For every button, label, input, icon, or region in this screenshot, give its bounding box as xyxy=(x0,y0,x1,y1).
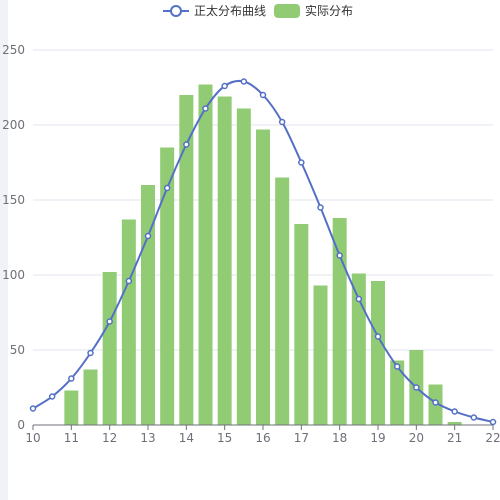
bar[interactable] xyxy=(83,369,98,426)
curve-point[interactable] xyxy=(298,159,305,166)
curve-point[interactable] xyxy=(336,252,343,259)
bar[interactable] xyxy=(371,281,385,425)
x-tick-label: 13 xyxy=(140,431,155,445)
bar[interactable] xyxy=(64,390,79,426)
curve-point[interactable] xyxy=(221,82,228,90)
curve-point[interactable] xyxy=(355,295,363,303)
y-tick-label: 0 xyxy=(17,418,25,432)
x-tick-label: 16 xyxy=(255,431,270,445)
curve-point[interactable] xyxy=(413,384,420,391)
bar[interactable] xyxy=(198,84,213,426)
y-tick-label: 150 xyxy=(2,193,25,207)
curve-point[interactable] xyxy=(240,78,248,85)
y-tick-label: 100 xyxy=(2,268,25,282)
curve-point[interactable] xyxy=(259,91,267,99)
y-tick-label: 50 xyxy=(10,343,25,357)
curve-point[interactable] xyxy=(202,105,209,112)
bar[interactable] xyxy=(256,129,270,426)
line-series xyxy=(29,78,497,426)
x-tick-label: 19 xyxy=(370,431,385,445)
curve-point[interactable] xyxy=(106,318,113,325)
curve-point[interactable] xyxy=(144,232,152,240)
legend-bar-label: 实际分布 xyxy=(305,3,353,18)
bar[interactable] xyxy=(332,218,347,425)
bar[interactable] xyxy=(390,360,405,426)
legend-bar-swatch xyxy=(274,4,300,18)
x-tick-label: 22 xyxy=(485,431,500,445)
curve-point[interactable] xyxy=(87,349,94,357)
bar[interactable] xyxy=(160,147,175,426)
legend-item-line[interactable]: 正太分布曲线 xyxy=(163,3,266,18)
bar[interactable] xyxy=(102,272,117,425)
curve-point[interactable] xyxy=(68,375,75,382)
curve-point[interactable] xyxy=(29,405,37,412)
bar[interactable] xyxy=(275,177,290,426)
left-edge-strip xyxy=(0,0,8,500)
x-tick-label: 18 xyxy=(332,431,347,445)
curve-point[interactable] xyxy=(125,277,133,285)
axes: 0 50 100 150 200 250 10 11 12 13 14 15 16 17 18 19 20 21 2… xyxy=(2,43,500,445)
legend-item-bar[interactable]: 实际分布 xyxy=(274,3,353,18)
curve-point[interactable] xyxy=(489,418,497,426)
bar[interactable] xyxy=(351,273,366,426)
curve-point[interactable] xyxy=(317,204,324,211)
bar[interactable] xyxy=(217,96,232,426)
x-tick-label: 21 xyxy=(447,431,462,445)
bar[interactable] xyxy=(236,108,251,426)
curve-point[interactable] xyxy=(163,184,171,192)
curve-point[interactable] xyxy=(393,363,401,370)
bar[interactable] xyxy=(141,185,155,425)
curve-point[interactable] xyxy=(48,393,56,400)
legend-line-marker xyxy=(170,5,182,17)
bar[interactable] xyxy=(179,95,194,425)
bar[interactable] xyxy=(313,285,328,426)
y-tick-label: 250 xyxy=(2,43,25,57)
legend[interactable]: 正太分布曲线 实际分布 xyxy=(163,3,353,18)
curve-point[interactable] xyxy=(278,118,286,126)
x-tick-label: 12 xyxy=(102,431,117,445)
curve-point[interactable] xyxy=(451,408,458,415)
y-tick-label: 200 xyxy=(2,118,25,132)
curve-point[interactable] xyxy=(470,414,478,421)
bar[interactable] xyxy=(121,219,136,426)
x-tick-label: 20 xyxy=(409,431,424,445)
curve-point[interactable] xyxy=(374,333,382,340)
x-tick-label: 17 xyxy=(294,431,309,445)
x-tick-label: 14 xyxy=(179,431,194,445)
curve-point[interactable] xyxy=(432,399,439,406)
curve-point[interactable] xyxy=(183,141,190,148)
bar[interactable] xyxy=(447,422,462,425)
x-tick-label: 10 xyxy=(25,431,40,445)
x-tick-label: 11 xyxy=(64,431,79,445)
bar[interactable] xyxy=(294,224,309,425)
legend-line-label: 正太分布曲线 xyxy=(194,3,266,18)
x-tick-label: 15 xyxy=(217,431,232,445)
